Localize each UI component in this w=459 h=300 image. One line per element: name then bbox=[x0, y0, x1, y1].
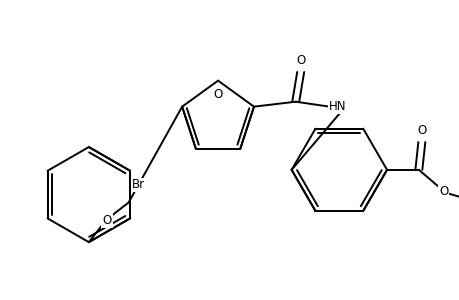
Text: O: O bbox=[416, 124, 425, 137]
Text: O: O bbox=[102, 214, 111, 227]
Text: Br: Br bbox=[132, 178, 145, 191]
Text: HN: HN bbox=[328, 100, 346, 113]
Text: O: O bbox=[213, 88, 222, 100]
Text: O: O bbox=[296, 54, 305, 67]
Text: O: O bbox=[438, 185, 448, 198]
